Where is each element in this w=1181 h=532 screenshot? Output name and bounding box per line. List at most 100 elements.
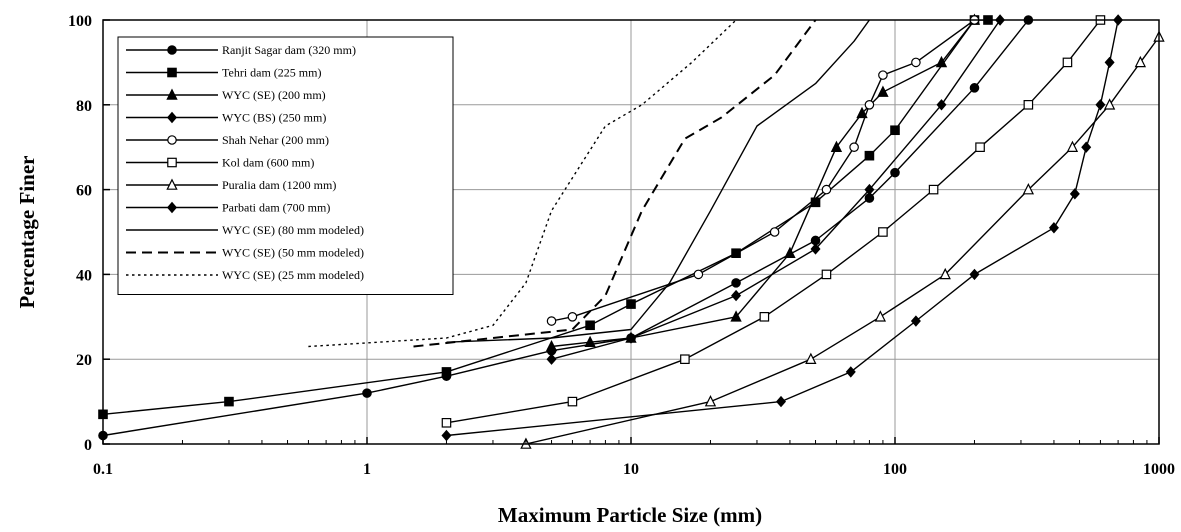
x-tick-label: 1000	[1143, 461, 1175, 478]
data-point-series-7	[704, 395, 717, 407]
data-point-series-6	[680, 354, 690, 364]
data-point-series-8	[969, 268, 980, 281]
data-point-series-1	[890, 167, 900, 178]
legend-label: WYC (SE) (50 mm modeled)	[222, 246, 364, 260]
legend: Ranjit Sagar dam (320 mm) Tehri dam (225 …	[117, 36, 454, 295]
data-point-series-4	[546, 353, 557, 365]
data-point-series-5	[849, 142, 859, 152]
y-tick-label: 100	[68, 13, 92, 30]
y-tick-label: 80	[76, 98, 92, 115]
data-point-series-2	[890, 125, 900, 136]
data-point-series-6	[567, 396, 578, 407]
data-point-series-7	[1066, 140, 1079, 152]
data-point-series-8	[845, 366, 856, 378]
legend-label: Shah Nehar (200 mm)	[222, 133, 329, 147]
series-line-6	[446, 20, 1101, 424]
data-point-series-8	[910, 315, 921, 327]
data-point-series-3	[784, 246, 796, 258]
data-point-series-7	[805, 352, 817, 364]
data-point-series-4	[864, 183, 875, 196]
data-point-series-7	[939, 267, 951, 280]
data-point-series-8	[1048, 222, 1059, 234]
data-point-series-7	[1134, 55, 1147, 68]
legend-marker	[167, 135, 177, 145]
data-point-series-6	[821, 269, 832, 280]
legend-marker	[167, 201, 177, 214]
series-line-5	[551, 20, 975, 322]
series-markers	[98, 13, 1165, 449]
data-point-series-4	[731, 289, 742, 302]
data-point-series-1	[362, 388, 372, 398]
data-point-series-6	[928, 184, 939, 195]
data-point-series-5	[864, 100, 875, 110]
x-axis-title: Maximum Particle Size (mm)	[498, 503, 762, 527]
legend-label: Kol dam (600 mm)	[222, 156, 314, 170]
data-point-series-3	[935, 55, 948, 68]
data-point-series-8	[1081, 141, 1092, 153]
legend-label: WYC (SE) (25 mm modeled)	[222, 268, 364, 282]
data-point-series-8	[1104, 56, 1115, 69]
data-point-series-1	[969, 83, 980, 93]
data-point-series-8	[776, 395, 787, 408]
x-tick-label: 100	[883, 461, 907, 478]
data-point-series-2	[864, 150, 875, 161]
data-point-series-5	[693, 269, 704, 280]
data-point-series-8	[1069, 188, 1080, 200]
data-point-series-7	[874, 310, 887, 322]
data-point-series-1	[731, 278, 741, 288]
data-point-series-6	[1023, 99, 1034, 110]
legend-marker	[167, 45, 177, 55]
data-point-series-3	[545, 339, 558, 352]
data-point-series-6	[975, 142, 985, 152]
legend-label: WYC (BS) (250 mm)	[222, 111, 326, 125]
y-axis-title: Percentage Finer	[15, 156, 39, 309]
legend-marker	[166, 178, 178, 190]
data-point-series-5	[911, 57, 921, 68]
data-point-series-2	[810, 197, 821, 208]
series-line-7	[525, 36, 1159, 444]
data-point-series-6	[878, 227, 888, 237]
data-point-series-8	[441, 429, 452, 442]
data-point-series-6	[759, 312, 770, 322]
axis-ticks: 0.1 1 10 100 1000 0 20 40 60 80 100	[68, 13, 1175, 478]
legend-label: Puralia dam (1200 mm)	[222, 178, 336, 192]
data-point-series-5	[567, 311, 578, 322]
data-point-series-2	[224, 396, 234, 407]
data-point-series-2	[441, 367, 452, 377]
data-point-series-7	[1022, 183, 1035, 195]
data-point-series-3	[856, 106, 868, 119]
x-tick-label: 0.1	[93, 461, 113, 478]
x-tick-label: 1	[363, 461, 371, 478]
data-point-series-7	[1103, 98, 1116, 110]
legend-marker	[167, 111, 177, 124]
legend-label: Parbati dam (700 mm)	[222, 201, 330, 215]
data-point-series-5	[546, 316, 557, 326]
data-point-series-4	[626, 332, 636, 344]
y-tick-label: 0	[84, 437, 92, 454]
data-point-series-3	[584, 335, 596, 348]
data-point-series-6	[1062, 57, 1073, 68]
legend-marker	[166, 88, 178, 100]
data-point-series-2	[585, 320, 595, 331]
data-point-series-4	[936, 99, 947, 111]
data-point-series-3	[830, 140, 843, 152]
data-point-series-3	[877, 85, 889, 97]
data-point-series-6	[441, 418, 452, 428]
data-point-series-5	[769, 227, 780, 237]
data-point-series-4	[810, 243, 821, 255]
data-point-series-2	[626, 299, 636, 309]
y-tick-label: 20	[76, 352, 92, 369]
data-point-series-3	[730, 310, 742, 322]
legend-label: WYC (SE) (200 mm)	[222, 88, 326, 102]
data-point-series-2	[731, 248, 741, 258]
x-tick-label: 10	[623, 461, 639, 478]
series-line-9	[446, 20, 870, 343]
data-point-series-8	[1095, 99, 1106, 111]
y-tick-label: 60	[76, 183, 92, 200]
series-line-10	[413, 20, 817, 348]
legend-marker	[167, 157, 177, 168]
y-tick-label: 40	[76, 267, 92, 284]
data-point-series-5	[821, 184, 832, 195]
legend-label: Tehri dam (225 mm)	[222, 66, 321, 80]
